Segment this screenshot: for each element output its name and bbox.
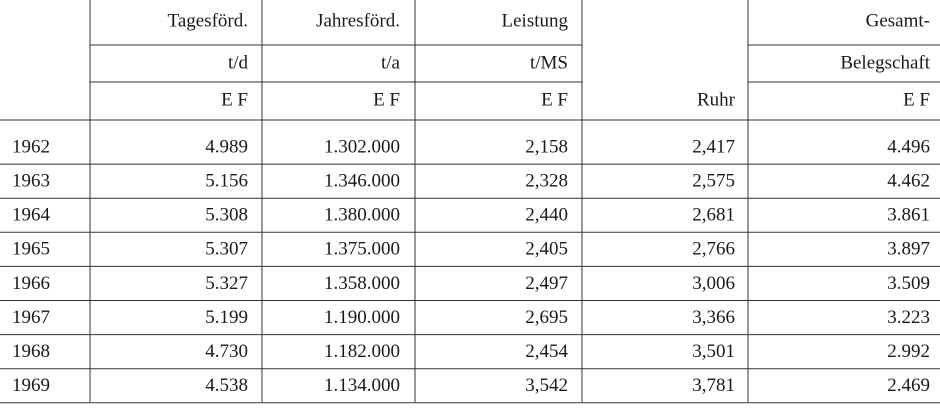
data-cell: 2,405 <box>525 239 568 260</box>
year-cell: 1967 <box>12 307 50 328</box>
data-cell: 5.199 <box>205 307 248 328</box>
header-cell: E F <box>373 89 400 110</box>
data-cell: 1.346.000 <box>324 171 400 192</box>
data-cell: 1.134.000 <box>324 375 400 396</box>
data-cell: 2,440 <box>525 205 568 226</box>
data-cell: 4.496 <box>887 136 930 157</box>
data-cell: 2,328 <box>525 171 568 192</box>
header-cell: E F <box>221 89 248 110</box>
data-cell: 5.156 <box>205 171 248 192</box>
data-cell: 2,497 <box>525 273 568 294</box>
data-cell: 1.182.000 <box>324 341 400 362</box>
header-cell: Gesamt- <box>866 10 930 31</box>
data-cell: 2,158 <box>525 136 568 157</box>
header-cell: E F <box>903 89 930 110</box>
year-cell: 1962 <box>12 136 50 157</box>
data-cell: 3.509 <box>887 273 930 294</box>
data-cell: 5.307 <box>205 239 248 260</box>
year-cell: 1965 <box>12 239 50 260</box>
data-cell: 4.989 <box>205 136 248 157</box>
data-cell: 1.190.000 <box>324 307 400 328</box>
data-cell: 2.469 <box>887 375 930 396</box>
data-cell: 1.375.000 <box>324 239 400 260</box>
data-cell: 1.358.000 <box>324 273 400 294</box>
data-cell: 2,766 <box>692 239 735 260</box>
data-cell: 4.538 <box>205 375 248 396</box>
header-cell: Ruhr <box>697 89 736 110</box>
data-cell: 3.897 <box>887 239 930 260</box>
year-cell: 1969 <box>12 375 50 396</box>
header-cell: Belegschaft <box>840 52 930 73</box>
header-cell: Tagesförd. <box>168 10 248 31</box>
data-cell: 4.462 <box>887 171 930 192</box>
data-cell: 2,695 <box>525 307 568 328</box>
data-cell: 5.327 <box>205 273 248 294</box>
header-cell: Jahresförd. <box>316 10 400 31</box>
year-cell: 1968 <box>12 341 50 362</box>
data-cell: 3,006 <box>692 273 735 294</box>
data-cell: 3.861 <box>887 205 930 226</box>
data-cell: 1.380.000 <box>324 205 400 226</box>
data-cell: 3,781 <box>692 375 735 396</box>
data-cell: 3,501 <box>692 341 735 362</box>
data-cell: 3.223 <box>887 307 930 328</box>
data-cell: 2,681 <box>692 205 735 226</box>
data-cell: 4.730 <box>205 341 248 362</box>
year-cell: 1963 <box>12 171 50 192</box>
data-cell: 2,417 <box>692 136 735 157</box>
header-cell: E F <box>541 89 568 110</box>
year-cell: 1966 <box>12 273 50 294</box>
data-cell: 2,454 <box>525 341 568 362</box>
header-cell: t/a <box>381 52 401 73</box>
header-cell: t/d <box>228 52 249 73</box>
year-cell: 1964 <box>12 205 51 226</box>
header-cell: t/MS <box>530 52 568 73</box>
data-cell: 3,542 <box>525 375 568 396</box>
header-cell: Leistung <box>502 10 569 31</box>
data-cell: 2.992 <box>887 341 930 362</box>
data-cell: 5.308 <box>205 205 248 226</box>
data-cell: 3,366 <box>692 307 735 328</box>
data-cell: 1.302.000 <box>324 136 400 157</box>
data-cell: 2,575 <box>692 171 735 192</box>
